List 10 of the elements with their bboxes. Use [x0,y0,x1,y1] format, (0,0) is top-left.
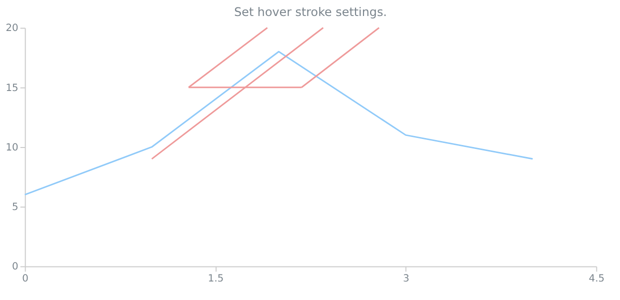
x-tick-label: 0 [22,274,28,285]
x-tick-label: 4.5 [588,274,605,285]
x-tick-label: 1.5 [208,274,224,285]
y-tick-label: 5 [12,202,18,214]
y-tick-label: 15 [6,82,18,94]
y-tick-label: 20 [6,23,18,34]
y-tick-label: 0 [12,262,18,273]
x-tick-label: 3 [403,274,410,285]
y-tick-label: 10 [6,142,18,154]
chart-title: Set hover stroke settings. [234,4,387,19]
